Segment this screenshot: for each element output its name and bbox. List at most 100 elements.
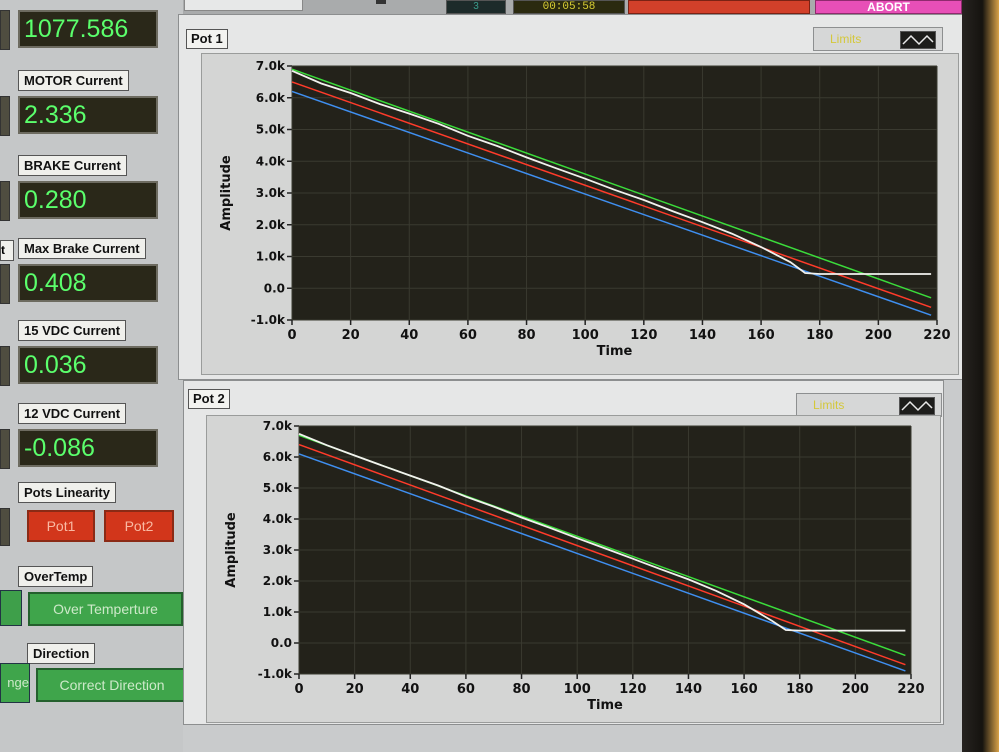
y-tick-label: 0.0: [264, 281, 285, 295]
x-tick-label: 100: [572, 328, 599, 343]
y-tick-label: 0.0: [271, 636, 292, 650]
x-tick-label: 180: [806, 328, 833, 343]
x-tick-label: 20: [346, 682, 364, 697]
max-brake-current-label: Max Brake Current: [18, 238, 146, 259]
x-tick-label: 220: [897, 682, 924, 697]
monitor-bezel: [962, 0, 999, 752]
over-temperature-indicator[interactable]: Over Temperture: [28, 592, 183, 626]
pot1-legend-label: Limits: [830, 32, 862, 46]
y-tick-label: 6.0k: [256, 91, 286, 105]
pot1-title: Pot 1: [186, 29, 228, 49]
pot2-legend-label: Limits: [813, 398, 845, 412]
x-tick-label: 200: [842, 682, 869, 697]
limits-wave-icon: [899, 397, 935, 415]
x-tick-label: 0: [294, 682, 303, 697]
x-tick-label: 20: [342, 328, 360, 343]
y-axis-label: Amplitude: [219, 155, 234, 231]
y-axis-label: Amplitude: [224, 512, 239, 588]
top-toolbar: 3 00:05:58 ABORT: [0, 0, 962, 14]
pot2-legend[interactable]: Limits: [796, 393, 942, 417]
pot2-title: Pot 2: [188, 389, 230, 409]
x-tick-label: 80: [517, 328, 535, 343]
x-tick-label: 160: [731, 682, 758, 697]
cycle-counter: 3: [446, 0, 506, 14]
pot1-linearity-button[interactable]: Pot1: [27, 510, 95, 542]
x-axis-label: Time: [587, 698, 623, 713]
series-line-upper-limit: [291, 68, 932, 299]
y-tick-label: 3.0k: [256, 186, 286, 200]
motor-current-label: MOTOR Current: [18, 70, 129, 91]
max-brake-current-value: 0.408: [18, 264, 158, 302]
vdc15-current-value: 0.036: [18, 346, 158, 384]
y-tick-label: 3.0k: [263, 543, 293, 557]
side-indicator: [0, 346, 10, 386]
side-indicator: [0, 96, 10, 136]
y-tick-label: 1.0k: [263, 605, 293, 619]
series-line-lower-limit: [291, 90, 932, 316]
x-axis-label: Time: [597, 344, 633, 359]
y-tick-label: -1.0k: [251, 313, 286, 327]
y-tick-label: 5.0k: [263, 481, 293, 495]
direction-label: Direction: [27, 643, 96, 664]
x-tick-label: 40: [401, 682, 419, 697]
brake-current-value: 0.280: [18, 181, 158, 219]
side-green-indicator: [0, 590, 22, 626]
x-tick-label: 0: [287, 328, 296, 343]
brake-current-label: BRAKE Current: [18, 155, 127, 176]
pot1-chart: -1.0k 0.0 1.0k 2.0k 3.0k 4.0k 5.0k 6.0k 7.0k 0 20 4…: [219, 59, 951, 359]
y-tick-label: 5.0k: [256, 123, 286, 137]
side-indicator: [0, 508, 10, 546]
x-tick-label: 40: [400, 328, 418, 343]
x-tick-label: 160: [748, 328, 775, 343]
side-indicator: [0, 264, 10, 304]
limits-wave-icon: [900, 31, 936, 49]
abort-button[interactable]: ABORT: [815, 0, 962, 14]
y-tick-label: 2.0k: [256, 218, 286, 232]
x-tick-label: 100: [564, 682, 591, 697]
top-label-box: [184, 0, 303, 11]
x-tick-label: 200: [865, 328, 892, 343]
readout-value-0: 1077.586: [18, 10, 158, 48]
elapsed-time-display: 00:05:58: [513, 0, 625, 14]
x-tick-label: 180: [786, 682, 813, 697]
vdc12-current-label: 12 VDC Current: [18, 403, 127, 424]
x-tick-label: 120: [630, 328, 657, 343]
series-line-nominal: [298, 443, 906, 666]
partial-label: t: [0, 240, 14, 261]
y-tick-label: 7.0k: [263, 419, 293, 433]
series-line-nominal: [291, 81, 932, 309]
x-tick-label: 140: [675, 682, 702, 697]
y-tick-label: 1.0k: [256, 250, 286, 264]
side-indicator: [0, 181, 10, 221]
x-tick-label: 140: [689, 328, 716, 343]
series-line-lower-limit: [298, 453, 906, 672]
y-tick-label: 2.0k: [263, 574, 293, 588]
pot1-legend[interactable]: Limits: [813, 27, 943, 51]
series-line-measured: [291, 69, 932, 275]
side-indicator: [0, 429, 10, 469]
y-tick-label: 7.0k: [256, 59, 286, 73]
overtemp-label: OverTemp: [18, 566, 94, 587]
x-tick-label: 60: [459, 328, 477, 343]
motor-current-value: 2.336: [18, 96, 158, 134]
screen: 3 00:05:58 ABORT 1077.586 MOTOR Current …: [0, 0, 975, 752]
readout-sidebar: 1077.586 MOTOR Current 2.336 BRAKE Curre…: [0, 0, 188, 752]
pot2-chart: -1.0k 0.0 1.0k 2.0k 3.0k 4.0k 5.0k 6.0k 7.0k 0 20 4…: [224, 419, 925, 713]
vdc12-current-value: -0.086: [18, 429, 158, 467]
y-tick-label: 4.0k: [263, 512, 293, 526]
partial-direction-button[interactable]: nge: [0, 663, 30, 703]
top-indicator: [376, 0, 386, 4]
pots-linearity-label: Pots Linearity: [18, 482, 116, 503]
y-tick-label: 4.0k: [256, 154, 286, 168]
x-tick-label: 60: [457, 682, 475, 697]
series-line-measured: [298, 432, 906, 632]
status-indicator[interactable]: [628, 0, 810, 14]
x-tick-label: 220: [923, 328, 950, 343]
x-tick-label: 80: [512, 682, 530, 697]
x-tick-label: 120: [619, 682, 646, 697]
side-indicator: [0, 10, 10, 50]
pot2-linearity-button[interactable]: Pot2: [104, 510, 174, 542]
y-tick-label: -1.0k: [258, 667, 293, 681]
correct-direction-indicator[interactable]: Correct Direction: [36, 668, 188, 702]
y-tick-label: 6.0k: [263, 450, 293, 464]
